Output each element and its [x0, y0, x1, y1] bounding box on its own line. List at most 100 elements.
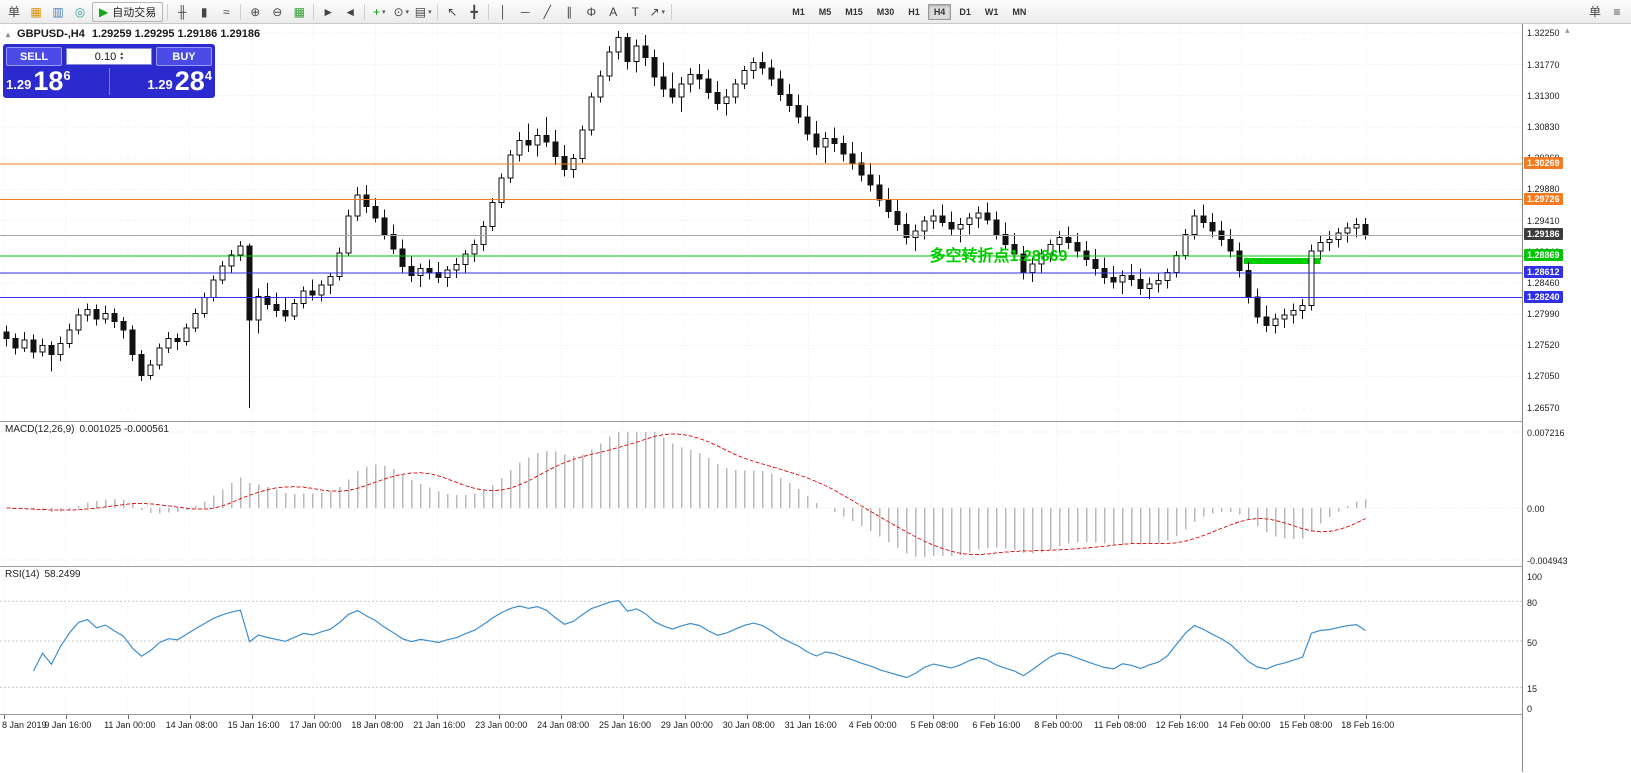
add-indicator-icon: + [372, 4, 380, 19]
main-chart-pane[interactable]: ▴ GBPUSD-,H4 1.29259 1.29295 1.29186 1.2… [0, 24, 1522, 422]
new-order-window-button[interactable]: 单 [1585, 2, 1605, 22]
timeframe-m5-button[interactable]: M5 [818, 6, 832, 17]
zoom-in-button[interactable]: ⊕ [245, 2, 265, 22]
price-tick: 1.27050 [1527, 371, 1560, 382]
time-tick [994, 715, 996, 719]
lot-up-icon[interactable]: ▴ [120, 50, 124, 57]
timeframe-d1-button[interactable]: D1 [959, 6, 971, 17]
price-tick: 1.32250 [1527, 28, 1560, 38]
toolbar-separator [240, 3, 242, 20]
rsi-tick: 15 [1527, 684, 1538, 695]
templates-dropdown-icon[interactable]: ▾ [428, 8, 432, 16]
cursor-button[interactable]: ↖ [442, 2, 462, 22]
time-tick [1242, 715, 1243, 719]
text-icon: A [609, 4, 618, 19]
price-tag: 1.28612 [1524, 266, 1563, 279]
time-tick [746, 715, 748, 719]
crosshair-button[interactable]: ╋ [464, 2, 484, 22]
time-label: 8 Feb 00:00 [1034, 720, 1083, 730]
arrows-button[interactable]: ↗ ▾ [647, 2, 667, 22]
time-tick [561, 715, 563, 719]
buy-price[interactable]: 1.29 28 4 [147, 68, 212, 95]
price-divider [108, 68, 110, 95]
turning-point-annotation: 多空转折点1.28869 [929, 248, 1068, 266]
rsi-value: 58.2499 [44, 569, 81, 580]
macd-name: MACD(12,26,9) [5, 424, 75, 435]
macd-label: MACD(12,26,9) 0.001025 -0.000561 [5, 424, 169, 435]
auto-trading-button[interactable]: ▶ 自动交易 [92, 1, 164, 22]
navigator-button[interactable]: ◎ [70, 2, 90, 22]
tile-windows-button[interactable]: ▦ [289, 2, 309, 22]
auto-scroll-icon: ► [322, 4, 335, 19]
lot-down-icon[interactable]: ▾ [120, 55, 124, 62]
time-label: 31 Jan 16:00 [784, 720, 837, 730]
add-indicator-button[interactable]: + ▾ [369, 2, 389, 22]
text-button[interactable]: A [603, 2, 623, 22]
arrows-dropdown-icon[interactable]: ▾ [661, 8, 666, 16]
auto-scroll-button[interactable]: ► [318, 2, 338, 22]
highlight-segment [1244, 257, 1321, 264]
rsi-name: RSI(14) [5, 569, 40, 580]
periods-button[interactable]: ⊙ ▾ [391, 2, 411, 22]
data-window-button[interactable]: ▥ [48, 2, 68, 22]
timeframe-h1-button[interactable]: H1 [908, 6, 920, 17]
add-indicator-dropdown-icon[interactable]: ▾ [381, 8, 386, 16]
sell-button[interactable]: SELL [6, 47, 62, 66]
price-tick: 1.26570 [1527, 403, 1560, 413]
price-tag: 1.28869 [1524, 249, 1563, 262]
candlestick-chart-button[interactable]: ▮ [194, 2, 214, 22]
rsi-chart[interactable] [0, 567, 1522, 714]
time-tick [1056, 715, 1058, 719]
horizontal-line-button[interactable]: ─ [515, 2, 535, 22]
toolbar: 单 ▦ ▥ ◎ ▶ 自动交易 ╫ ▮ ≈ ⊕ ⊖ ▦ ► ◄ + ▾ ⊙ ▾ ▤ ▾ ↖ ╋ │ ─ ╱ ∥ Φ A T ↗ ▾ M1 M5 M1… [0, 0, 1631, 24]
lot-stepper[interactable]: ▴ ▾ [120, 50, 124, 62]
price-chart[interactable] [0, 24, 1522, 421]
rsi-pane[interactable]: RSI(14) 58.2499 [0, 567, 1522, 715]
timeframe-mn-button[interactable]: MN [1012, 6, 1027, 17]
time-label: 24 Jan 08:00 [537, 720, 590, 730]
macd-pane[interactable]: MACD(12,26,9) 0.001025 -0.000561 [0, 422, 1522, 567]
sell-price[interactable]: 1.29 18 6 [6, 68, 71, 95]
lot-size-control[interactable]: 0.10 ▴ ▾ [66, 48, 152, 65]
macd-tick: -0.004943 [1527, 556, 1568, 566]
time-tick [189, 715, 191, 719]
time-label: 8 Jan 2019 [2, 720, 47, 730]
time-label: 9 Jan 16:00 [44, 720, 92, 730]
menu-button[interactable]: ≡ [1607, 2, 1627, 22]
text-label-button[interactable]: T [625, 2, 645, 22]
chart-shift-icon: ◄ [344, 4, 357, 19]
macd-tick: 0.007216 [1527, 428, 1565, 438]
buy-button[interactable]: BUY [156, 47, 212, 66]
zoom-out-button[interactable]: ⊖ [267, 2, 287, 22]
macd-chart[interactable] [0, 422, 1522, 566]
time-label: 12 Feb 16:00 [1155, 720, 1209, 730]
timeframe-h4-button[interactable]: H4 [927, 3, 952, 20]
time-tick [623, 715, 624, 719]
chart-shift-button[interactable]: ◄ [340, 2, 360, 22]
market-watch-button[interactable]: ▦ [26, 2, 46, 22]
price-tick: 1.28460 [1527, 278, 1560, 289]
price-axis[interactable]: ▴ 1.322501.317701.313001.308301.303601.2… [1522, 24, 1631, 772]
lot-size-value[interactable]: 0.10 [94, 50, 117, 63]
timeframe-m15-button[interactable]: M15 [845, 6, 863, 17]
fibonacci-button[interactable]: Φ [581, 2, 601, 22]
bar-chart-button[interactable]: ╫ [172, 2, 192, 22]
time-axis[interactable]: 8 Jan 2019 9 Jan 16:00 11 Jan 00:00 14 Jan … [0, 715, 1522, 735]
timeframe-m30-button[interactable]: M30 [876, 6, 895, 17]
time-label: 18 Jan 08:00 [351, 720, 404, 730]
timeframe-m1-button[interactable]: M1 [792, 6, 805, 17]
line-chart-button[interactable]: ≈ [216, 2, 236, 22]
templates-button[interactable]: ▤ ▾ [413, 2, 433, 22]
timeframe-w1-button[interactable]: W1 [984, 6, 999, 17]
periods-dropdown-icon[interactable]: ▾ [405, 8, 410, 16]
price-tag: 1.29186 [1524, 228, 1563, 241]
new-order-button[interactable]: 单 [4, 2, 24, 22]
data-window-icon: ▥ [52, 4, 64, 19]
equidistant-channel-button[interactable]: ∥ [559, 2, 579, 22]
price-tick: 1.31770 [1527, 59, 1560, 70]
trendline-button[interactable]: ╱ [537, 2, 557, 22]
time-label: 17 Jan 00:00 [289, 720, 342, 730]
price-tag: 1.28240 [1524, 290, 1563, 303]
vertical-line-button[interactable]: │ [493, 2, 513, 22]
menu-icon: ≡ [1613, 4, 1621, 19]
